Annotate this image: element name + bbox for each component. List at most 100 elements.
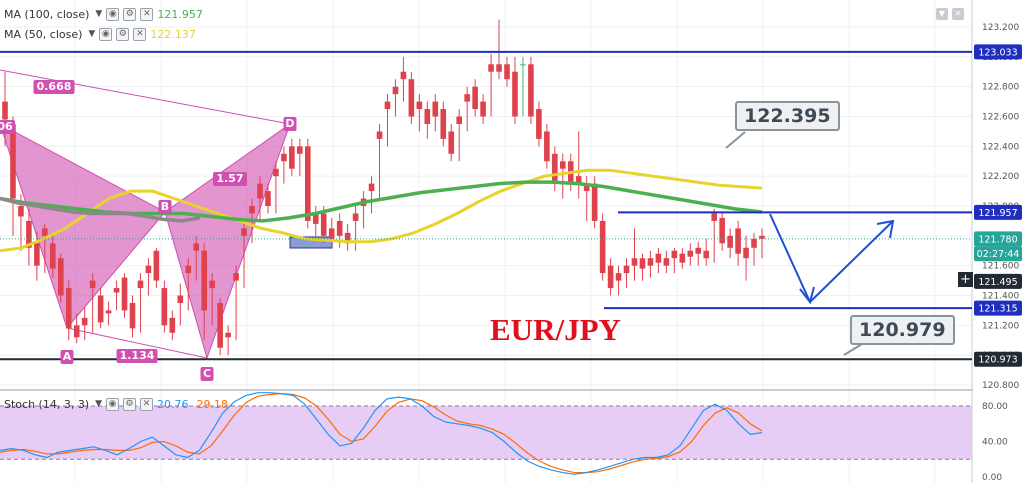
candle-body: [161, 288, 168, 326]
candle-body: [89, 280, 96, 289]
chevron-down-icon[interactable]: ▼: [936, 8, 948, 20]
candle-body: [416, 101, 423, 110]
price-tick-label: 122.800: [982, 83, 1019, 93]
legend-stoch[interactable]: Stoch (14, 3, 3) ▼ ◉ ⚙ ✕ 20.76 29.18: [4, 396, 228, 412]
price-tag-bg: [974, 273, 1022, 289]
close-icon[interactable]: ✕: [140, 397, 154, 411]
candle-body: [512, 71, 518, 117]
eye-icon[interactable]: ◉: [106, 7, 120, 21]
candle-body: [623, 265, 630, 274]
stoch-k-line: [0, 392, 763, 475]
ratio-bd-bg: [213, 172, 247, 186]
candle-body: [113, 288, 120, 293]
candle-body: [153, 250, 160, 281]
price-tag-label: 120.973: [978, 355, 1017, 366]
candle-body: [711, 213, 717, 221]
gear-icon[interactable]: ⚙: [123, 397, 137, 411]
chevron-down-icon[interactable]: ▼: [88, 29, 96, 39]
candle-body: [281, 153, 287, 162]
pattern-triangle-xab: [0, 123, 166, 330]
candle-body: [647, 258, 654, 266]
candle-body: [201, 250, 208, 311]
candle-body: [432, 101, 439, 117]
legend-ma50-value: 122.137: [150, 27, 196, 41]
eye-icon[interactable]: ◉: [99, 27, 113, 41]
stoch-band: [0, 406, 972, 460]
candle-body: [209, 280, 215, 289]
candle-body: [496, 64, 502, 72]
candle-body: [217, 302, 223, 348]
candle-body: [18, 206, 24, 217]
callout-lower[interactable]: 120.979: [850, 315, 955, 345]
candle-body: [137, 280, 144, 289]
candle-body: [249, 206, 255, 214]
point-d: D: [285, 117, 294, 130]
point-a-bg: [60, 350, 74, 364]
ratio-xa-bg: [33, 80, 75, 94]
candle-body: [599, 220, 606, 274]
legend-ma100-value: 121.957: [157, 7, 203, 21]
price-tick-label: 120.800: [982, 381, 1019, 391]
point-c-bg: [200, 367, 214, 381]
price-tick-label: 123.200: [982, 23, 1019, 33]
price-tag-bg: [974, 44, 1022, 60]
chevron-down-icon[interactable]: ▼: [95, 9, 103, 19]
candle-body: [57, 258, 64, 296]
add-alert-button[interactable]: +: [958, 272, 973, 287]
eye-icon[interactable]: ◉: [106, 397, 120, 411]
chart-title: EUR/JPY: [490, 312, 621, 347]
callout-lower-pointer: [843, 343, 863, 356]
ma100-line-left: [0, 196, 201, 223]
candle-body: [583, 183, 590, 192]
candle-body: [703, 250, 710, 259]
price-tick-label: 122.400: [982, 142, 1019, 152]
candle-body: [552, 153, 558, 184]
candle-body: [671, 250, 678, 259]
price-tick-label: 122.600: [982, 113, 1019, 123]
candle-body: [472, 86, 478, 110]
gear-icon[interactable]: ⚙: [123, 7, 137, 21]
candle-body: [424, 109, 431, 124]
ratio-ac-bg: [116, 349, 158, 363]
candle-body: [2, 101, 8, 120]
candle-body: [273, 168, 279, 177]
price-tick-label: 121.600: [982, 262, 1019, 272]
price-tag-label: 123.033: [978, 47, 1017, 58]
price-tag-bg: [974, 231, 1022, 247]
candle-body: [392, 86, 399, 95]
callout-upper[interactable]: 122.395: [735, 101, 840, 131]
ratio-x-bg: [0, 120, 15, 134]
candle-body: [193, 243, 200, 251]
ratio-x: 06: [0, 120, 13, 133]
stoch-tick-label: 0.00: [982, 473, 1002, 483]
point-b: B: [161, 200, 169, 213]
candle-body: [559, 161, 566, 169]
chevron-down-icon[interactable]: ▼: [95, 399, 103, 409]
candle-body: [185, 265, 192, 274]
candle-body: [344, 232, 351, 244]
close-icon[interactable]: ✕: [952, 8, 964, 20]
candle-body: [520, 64, 526, 66]
legend-ma100[interactable]: MA (100, close) ▼ ◉ ⚙ ✕ 121.957: [4, 6, 203, 22]
candle-body: [328, 228, 335, 239]
candle-body: [615, 273, 622, 281]
price-tag-bg: [974, 246, 1022, 262]
candle-body: [241, 228, 247, 236]
candle-body: [639, 258, 646, 269]
candle-body: [575, 176, 582, 184]
candle-body: [42, 228, 48, 236]
close-icon[interactable]: ✕: [133, 27, 147, 41]
legend-stoch-d: 29.18: [196, 397, 229, 411]
candle-body: [177, 295, 184, 303]
point-c: C: [203, 367, 211, 380]
close-icon[interactable]: ✕: [140, 7, 154, 21]
ratio-bd: 1.57: [216, 172, 243, 185]
candle-body: [440, 109, 447, 139]
legend-ma50[interactable]: MA (50, close) ▼ ◉ ⚙ ✕ 122.137: [4, 26, 196, 42]
gear-icon[interactable]: ⚙: [116, 27, 130, 41]
ratio-ac: 1.134: [120, 349, 155, 362]
price-tag-bg: [974, 300, 1022, 316]
price-tag-label: 121.495: [978, 277, 1017, 288]
candle-body: [121, 277, 128, 311]
